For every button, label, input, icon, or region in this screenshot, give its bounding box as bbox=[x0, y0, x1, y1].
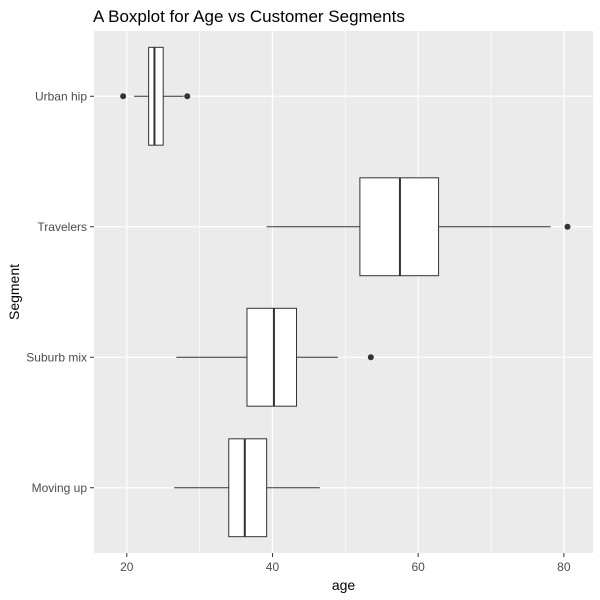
outlier-point bbox=[564, 223, 571, 230]
chart-title: A Boxplot for Age vs Customer Segments bbox=[93, 7, 405, 26]
y-tick-label: Moving up bbox=[32, 481, 88, 495]
outlier-point bbox=[120, 93, 127, 100]
outlier-point bbox=[367, 354, 374, 361]
y-axis: Moving up Suburb mix Travelers Urban hip bbox=[26, 89, 94, 495]
y-tick-label: Suburb mix bbox=[26, 350, 87, 364]
box-group bbox=[176, 307, 374, 407]
x-axis-title: age bbox=[332, 577, 356, 593]
outlier-point bbox=[184, 93, 191, 100]
box-iqr bbox=[246, 307, 298, 407]
box-iqr bbox=[228, 438, 268, 538]
x-axis: 20 40 60 80 bbox=[120, 553, 571, 574]
x-tick-label: 80 bbox=[557, 560, 571, 574]
plot-panel bbox=[94, 31, 593, 553]
box-iqr bbox=[148, 46, 164, 146]
y-tick-label: Travelers bbox=[37, 220, 87, 234]
box-group bbox=[174, 438, 320, 538]
boxes-layer bbox=[120, 46, 571, 538]
x-tick-label: 60 bbox=[411, 560, 425, 574]
box-group bbox=[120, 46, 191, 146]
y-tick-label: Urban hip bbox=[35, 89, 87, 103]
box-group bbox=[266, 177, 571, 277]
grid-minor bbox=[199, 31, 492, 553]
x-tick-label: 40 bbox=[266, 560, 280, 574]
x-tick-label: 20 bbox=[120, 560, 134, 574]
y-axis-title: Segment bbox=[6, 264, 22, 320]
